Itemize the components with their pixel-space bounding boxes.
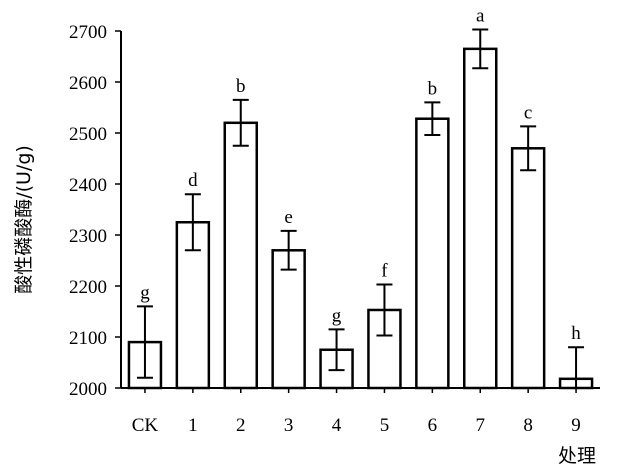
x-tick-label: 8 bbox=[523, 415, 533, 436]
y-tick-label: 2500 bbox=[69, 124, 107, 145]
bar-group: b bbox=[223, 76, 258, 390]
significance-label: f bbox=[381, 260, 388, 281]
y-tick-label: 2100 bbox=[69, 328, 107, 349]
y-axis-title: 酸性磷酸酶/(U/g) bbox=[13, 145, 35, 294]
y-tick-label: 2300 bbox=[69, 226, 107, 247]
x-axis: CK 1 2 3 4 5 6 7 8 9 bbox=[121, 387, 600, 436]
bar bbox=[463, 47, 498, 390]
x-tick-label: 2 bbox=[236, 415, 246, 436]
x-tick-label: 1 bbox=[188, 415, 198, 436]
bar-group: g bbox=[319, 305, 354, 390]
significance-label: b bbox=[428, 78, 438, 99]
significance-label: e bbox=[284, 207, 292, 228]
x-tick-label: 7 bbox=[476, 415, 486, 436]
x-tick-label: CK bbox=[132, 415, 159, 436]
y-tick-label: 2700 bbox=[69, 22, 107, 43]
bar bbox=[510, 147, 546, 390]
significance-label: b bbox=[236, 76, 246, 97]
bar-group: a bbox=[463, 5, 498, 390]
bar bbox=[271, 249, 306, 390]
x-tick-label: 9 bbox=[571, 415, 581, 436]
bar bbox=[415, 117, 450, 390]
bar bbox=[223, 121, 258, 390]
significance-label: c bbox=[524, 102, 532, 123]
x-tick-label: 6 bbox=[428, 415, 438, 436]
y-tick-label: 2200 bbox=[69, 277, 107, 298]
bar-group: f bbox=[367, 260, 402, 390]
x-tick-label: 3 bbox=[284, 415, 294, 436]
bar-group: b bbox=[415, 78, 450, 390]
x-tick-label: 5 bbox=[380, 415, 390, 436]
y-tick-label: 2400 bbox=[69, 175, 107, 196]
x-tick-label: 4 bbox=[332, 415, 342, 436]
bar-group: c bbox=[510, 102, 546, 390]
significance-label: h bbox=[571, 323, 581, 344]
bar-group: e bbox=[271, 207, 306, 390]
significance-label: a bbox=[476, 5, 485, 26]
significance-label: d bbox=[188, 170, 198, 191]
bar-group: g bbox=[127, 282, 163, 390]
y-tick-label: 2600 bbox=[69, 73, 107, 94]
bar-series: g d b e g f b a c h bbox=[127, 5, 594, 390]
significance-label: g bbox=[140, 282, 150, 303]
y-tick-label: 2000 bbox=[69, 379, 107, 400]
bar-group: d bbox=[175, 170, 211, 390]
y-axis: 2000 2100 2200 2300 2400 2500 2600 2700 bbox=[69, 22, 122, 400]
x-axis-title: 处理 bbox=[558, 445, 596, 467]
significance-label: g bbox=[332, 305, 342, 326]
bar-group: h bbox=[558, 323, 594, 390]
